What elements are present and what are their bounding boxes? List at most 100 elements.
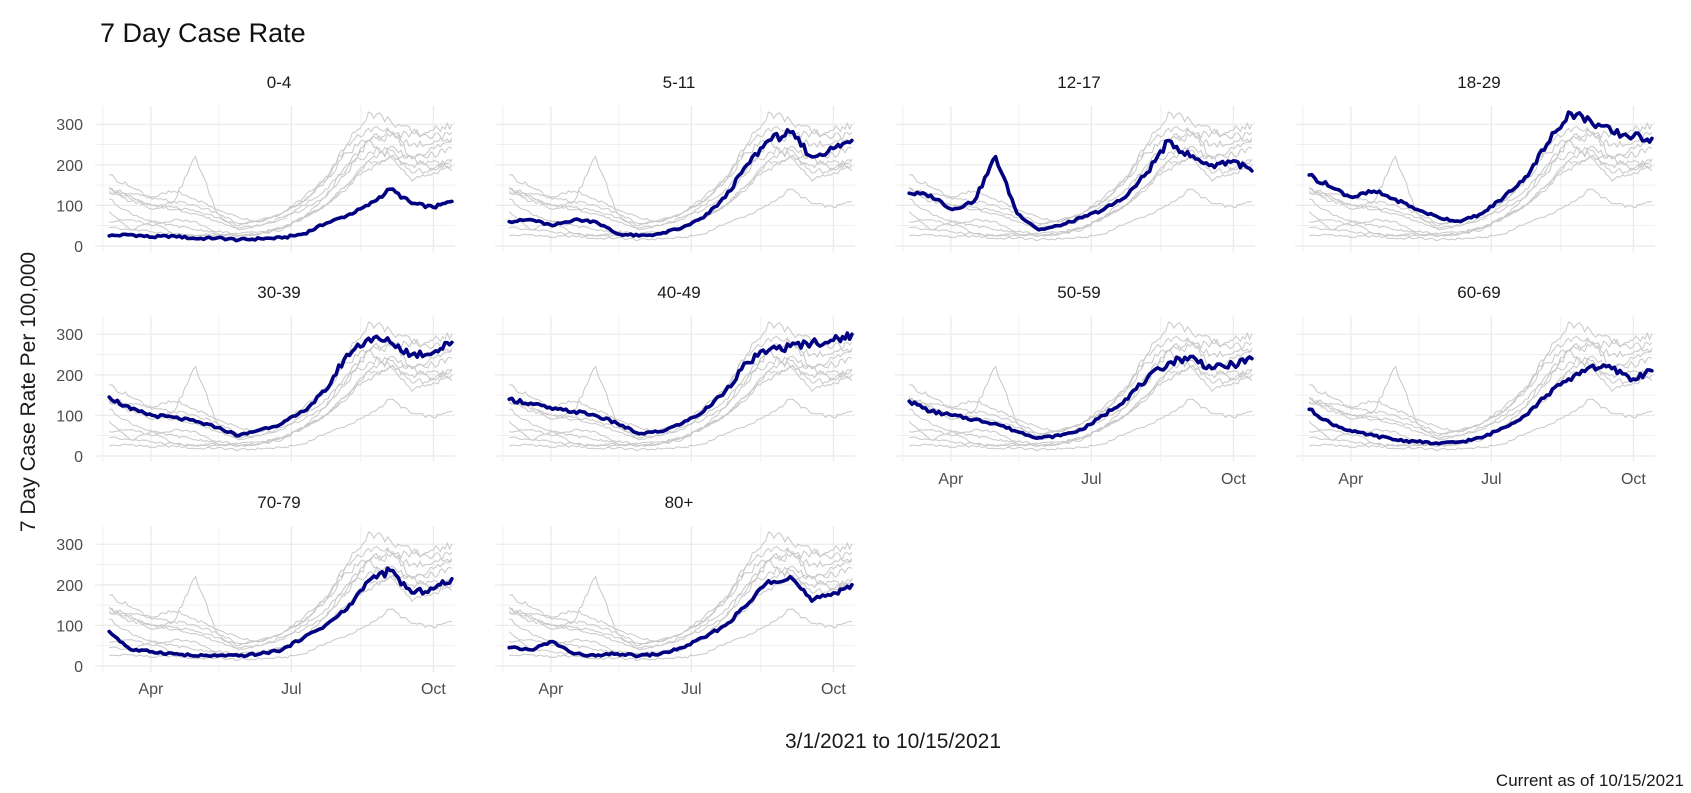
- x-tick-label: Apr: [538, 681, 564, 698]
- y-tick-label: 300: [56, 117, 83, 134]
- series-line-0-4-background: [909, 398, 1252, 452]
- y-tick-label: 300: [56, 327, 83, 344]
- panel-title: 50-59: [1057, 283, 1100, 302]
- panel-title: 5-11: [663, 73, 696, 92]
- series-line-50-59-background: [108, 145, 453, 229]
- series-line-30-39-background: [108, 125, 453, 227]
- series-line-40-49-background: [109, 541, 453, 645]
- series-line-30-39-background: [108, 545, 453, 647]
- y-tick-label: 100: [56, 408, 83, 425]
- x-tick-label: Oct: [821, 681, 846, 698]
- series-line-80+-background: [509, 365, 853, 448]
- series-line-60-69-background: [909, 364, 1253, 445]
- series-line-0-4-background: [909, 188, 1252, 242]
- series-line-70-79-background: [508, 567, 853, 657]
- series-line-50-59-background: [508, 145, 853, 229]
- series-line-0-4-background: [1309, 188, 1652, 242]
- series-line-40-49: [507, 331, 854, 436]
- panel-title: 0-4: [267, 73, 292, 92]
- y-tick-label: 200: [56, 158, 83, 175]
- x-tick-label: Jul: [281, 681, 301, 698]
- series-line-50-59-background: [908, 145, 1253, 229]
- series-line-30-39-background: [908, 125, 1253, 227]
- series-line-30-39-background: [908, 335, 1253, 437]
- panel-60-69: 60-69 Apr Jul Oct: [1295, 283, 1655, 488]
- panel-40-49: 40-49: [495, 283, 855, 462]
- chart-title: 7 Day Case Rate: [100, 18, 306, 48]
- y-tick-label: 0: [74, 239, 83, 256]
- panel-18-29: 18-29: [1295, 73, 1655, 252]
- series-line-80+-background: [109, 155, 453, 238]
- series-line-0-4-background: [509, 608, 852, 662]
- series-line-70-79: [107, 566, 454, 659]
- series-line-0-4-background: [109, 398, 452, 452]
- x-tick-label: Oct: [1621, 471, 1646, 488]
- series-line-80+-background: [1309, 155, 1653, 238]
- y-tick-label: 100: [56, 198, 83, 215]
- series-line-50-59-background: [108, 565, 453, 649]
- series-line-70-79-background: [1308, 147, 1653, 237]
- series-line-40-49-background: [909, 121, 1253, 225]
- series-line-70-79-background: [908, 357, 1253, 447]
- chart-caption: Current as of 10/15/2021: [1496, 771, 1684, 790]
- series-line-80+-background: [909, 365, 1253, 448]
- panel-title: 60-69: [1457, 283, 1500, 302]
- y-tick-label: 0: [74, 449, 83, 466]
- series-line-40-49-background: [509, 121, 853, 225]
- panel-12-17: 12-17: [895, 73, 1255, 252]
- y-tick-label: 300: [56, 537, 83, 554]
- y-tick-label: 200: [56, 368, 83, 385]
- series-line-30-39-background: [1308, 125, 1653, 227]
- series-line-30-39: [107, 334, 454, 438]
- x-tick-label: Apr: [138, 681, 164, 698]
- series-line-60-69-background: [909, 154, 1253, 235]
- series-line-50-59-background: [508, 565, 853, 649]
- series-line-30-39-background: [508, 335, 853, 437]
- series-line-80+: [507, 574, 854, 659]
- series-line-50-59: [907, 354, 1254, 440]
- series-line-40-49-background: [909, 331, 1253, 435]
- series-line-60-69-background: [109, 364, 453, 445]
- series-line-70-79-background: [908, 147, 1253, 237]
- series-line-0-4-background: [509, 398, 852, 452]
- series-line-50-59-background: [108, 355, 453, 439]
- panel-80+: 80+ Apr Jul Oct: [495, 493, 855, 698]
- series-line-40-49-background: [509, 541, 853, 645]
- x-tick-label: Oct: [1221, 471, 1246, 488]
- series-line-70-79-background: [508, 357, 853, 447]
- panel-30-39: 30-39 0 100 200 300: [56, 283, 455, 466]
- series-line-70-79-background: [108, 357, 453, 447]
- x-axis-title: 3/1/2021 to 10/15/2021: [785, 730, 1001, 753]
- panel-5-11: 5-11: [495, 73, 855, 252]
- series-line-0-4: [107, 187, 454, 243]
- series-line-50-59-background: [1308, 355, 1653, 439]
- x-tick-label: Jul: [681, 681, 701, 698]
- panel-title: 18-29: [1457, 73, 1500, 92]
- series-line-0-4-background: [1309, 398, 1652, 452]
- series-line-40-49-background: [1309, 121, 1653, 225]
- panel-title: 30-39: [257, 283, 300, 302]
- y-tick-label: 100: [56, 618, 83, 635]
- series-line-80+-background: [909, 155, 1253, 238]
- series-line-40-49-background: [1309, 331, 1653, 435]
- panel-title: 70-79: [257, 493, 300, 512]
- series-line-0-4-background: [109, 608, 452, 662]
- x-tick-label: Oct: [421, 681, 446, 698]
- panel-title: 40-49: [657, 283, 700, 302]
- y-axis-title: 7 Day Case Rate Per 100,000: [17, 252, 40, 532]
- y-tick-label: 0: [74, 659, 83, 676]
- panel-50-59: 50-59 Apr Jul Oct: [895, 283, 1255, 488]
- series-line-60-69-background: [509, 364, 853, 445]
- series-line-12-17: [907, 138, 1254, 232]
- series-line-60-69: [1307, 363, 1654, 446]
- panel-title: 12-17: [1057, 73, 1100, 92]
- series-line-18-29: [1307, 110, 1654, 224]
- y-tick-label: 200: [56, 578, 83, 595]
- panel-70-79: 70-79 0 100 200 300 Apr Jul Oct: [56, 493, 455, 698]
- x-tick-label: Apr: [1338, 471, 1364, 488]
- series-line-30-39-background: [508, 545, 853, 647]
- x-tick-label: Apr: [938, 471, 964, 488]
- series-line-30-39-background: [1308, 335, 1653, 437]
- x-tick-label: Jul: [1081, 471, 1101, 488]
